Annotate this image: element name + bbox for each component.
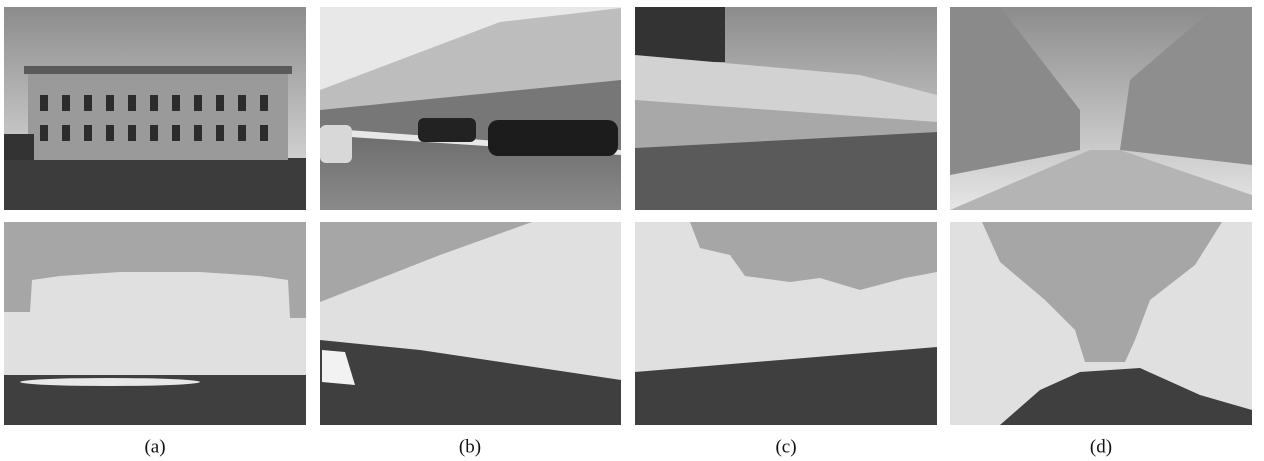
trees bbox=[4, 134, 34, 160]
mask-b bbox=[320, 222, 621, 425]
caption: (b) bbox=[459, 436, 481, 457]
mask-a bbox=[4, 222, 306, 425]
page: {"panels": [{"caption": "(a)"}, {"captio… bbox=[0, 0, 1264, 461]
mask-c bbox=[635, 222, 937, 425]
lawn bbox=[4, 158, 306, 210]
car bbox=[488, 120, 618, 156]
photo-d bbox=[950, 7, 1252, 210]
vertical-region bbox=[4, 272, 306, 376]
caption: (d) bbox=[1090, 436, 1112, 457]
photo-a bbox=[4, 7, 306, 210]
figure: (a) (b) (c) (d) bbox=[0, 0, 1264, 461]
roofline bbox=[24, 66, 292, 74]
caption: (a) bbox=[144, 436, 165, 457]
building bbox=[28, 72, 288, 160]
trees bbox=[635, 7, 725, 62]
caption: (c) bbox=[775, 436, 796, 457]
noise bbox=[20, 378, 200, 386]
photo-b bbox=[320, 7, 621, 210]
mask-d bbox=[950, 222, 1252, 425]
car bbox=[418, 118, 476, 142]
photo-c bbox=[635, 7, 937, 210]
car bbox=[320, 125, 352, 163]
